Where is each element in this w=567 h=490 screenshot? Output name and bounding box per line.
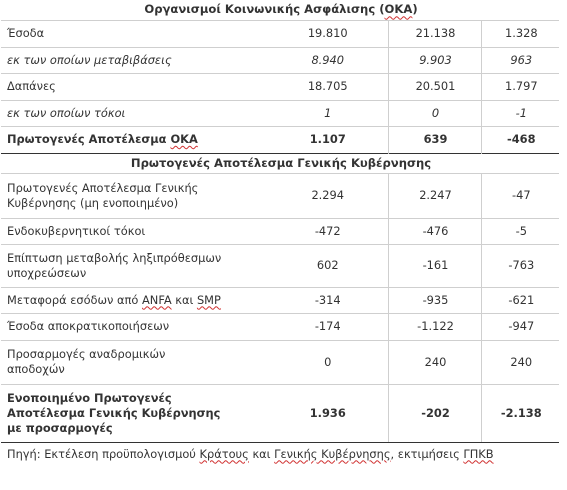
row-label: εκ των οποίων τόκοι: [1, 100, 266, 127]
total-row-general-government: Ενοποιημένο Πρωτογενές Αποτέλεσμα Γενικής…: [1, 384, 560, 443]
value-cell: 2.294: [266, 173, 388, 219]
value-cell: 240: [480, 340, 560, 385]
table-row: Προσαρμογές αναδρομικών αποδοχών 0 240 24…: [1, 340, 560, 385]
section-header-general-government: Πρωτογενές Αποτέλεσμα Γενικής Κυβέρνησης: [1, 152, 560, 174]
value-cell: 1.328: [480, 20, 560, 48]
value-cell: -763: [480, 244, 560, 288]
source-word-state: Κράτους: [199, 446, 249, 461]
table-row: Επίπτωση μεταβολής ληξιπρόθεσμων υποχρεώσ…: [1, 244, 560, 288]
table-row: Πρωτογενές Αποτέλεσμα Γενικής Κυβέρνησης …: [1, 173, 560, 219]
value-cell: 21.138: [387, 20, 481, 48]
value-cell: 963: [480, 47, 560, 74]
value-cell: 9.903: [387, 47, 481, 74]
results-table: Οργανισμοί Κοινωνικής Ασφάλισης (ΟΚΑ) Έσ…: [1, 0, 560, 443]
row-label: Δαπάνες: [1, 73, 266, 101]
table-row: Έσοδα αποκρατικοποιήσεων -174 -1.122 -94…: [1, 313, 560, 341]
source-acronym-gpkv: ΓΠΚΒ: [463, 446, 494, 461]
value-cell: 20.501: [387, 73, 481, 101]
value-cell: 602: [266, 244, 388, 288]
value-cell: -621: [480, 287, 560, 314]
value-cell: -468: [480, 126, 560, 153]
row-label: Ενοποιημένο Πρωτογενές Αποτέλεσμα Γενικής…: [1, 384, 266, 443]
section-header-oka: Οργανισμοί Κοινωνικής Ασφάλισης (ΟΚΑ): [1, 0, 560, 21]
value-cell: -5: [480, 218, 560, 245]
value-cell: -1.122: [387, 313, 481, 341]
acronym-oka: ΟΚΑ: [384, 2, 413, 17]
value-cell: 2.247: [387, 173, 481, 219]
value-cell: -472: [266, 218, 388, 245]
row-label: Έσοδα αποκρατικοποιήσεων: [1, 313, 266, 341]
source-word-general-government: Γενικής Κυβέρνησης: [274, 446, 391, 461]
value-cell: 1: [266, 100, 388, 127]
row-label: Μεταφορά εσόδων από ANFA και SMP: [1, 287, 266, 314]
value-cell: 1.936: [266, 384, 388, 443]
value-cell: 8.940: [266, 47, 388, 74]
value-cell: 0: [387, 100, 481, 127]
acronym-anfa: ANFA: [142, 292, 172, 307]
value-cell: -935: [387, 287, 481, 314]
row-label: Πρωτογενές Αποτέλεσμα Γενικής Κυβέρνησης …: [1, 173, 266, 219]
table-row: Δαπάνες 18.705 20.501 1.797: [1, 73, 560, 101]
table-row: Ενδοκυβερνητικοί τόκοι -472 -476 -5: [1, 218, 560, 245]
value-cell: -202: [387, 384, 481, 443]
value-cell: 0: [266, 340, 388, 385]
value-cell: 18.705: [266, 73, 388, 101]
row-label: Προσαρμογές αναδρομικών αποδοχών: [1, 340, 266, 385]
value-cell: -2.138: [480, 384, 560, 443]
value-cell: -161: [387, 244, 481, 288]
value-cell: -47: [480, 173, 560, 219]
table-row: Έσοδα 19.810 21.138 1.328: [1, 20, 560, 48]
value-cell: -1: [480, 100, 560, 127]
total-row-oka: Πρωτογενές Αποτέλεσμα ΟΚΑ 1.107 639 -468: [1, 126, 560, 153]
table-row: εκ των οποίων μεταβιβάσεις 8.940 9.903 9…: [1, 47, 560, 74]
row-label: Επίπτωση μεταβολής ληξιπρόθεσμων υποχρεώσ…: [1, 244, 266, 288]
value-cell: 639: [387, 126, 481, 153]
value-cell: -174: [266, 313, 388, 341]
row-label: Ενδοκυβερνητικοί τόκοι: [1, 218, 266, 245]
value-cell: 1.107: [309, 132, 346, 146]
source-note: Πηγή: Εκτέλεση προϋπολογισμού Κράτους κα…: [7, 446, 494, 461]
row-label: εκ των οποίων μεταβιβάσεις: [1, 47, 266, 74]
row-label: Έσοδα: [1, 20, 266, 48]
value-cell: -314: [266, 287, 388, 314]
acronym-oka: ΟΚΑ: [170, 132, 198, 146]
table-row: Μεταφορά εσόδων από ANFA και SMP -314 -9…: [1, 287, 560, 314]
value-cell: 240: [387, 340, 481, 385]
value-cell: 1.797: [480, 73, 560, 101]
acronym-smp: SMP: [196, 292, 221, 307]
value-cell: -476: [387, 218, 481, 245]
value-cell: 19.810: [266, 20, 388, 48]
value-cell: -947: [480, 313, 560, 341]
row-label: Πρωτογενές Αποτέλεσμα ΟΚΑ: [7, 132, 198, 146]
table-row: εκ των οποίων τόκοι 1 0 -1: [1, 100, 560, 127]
